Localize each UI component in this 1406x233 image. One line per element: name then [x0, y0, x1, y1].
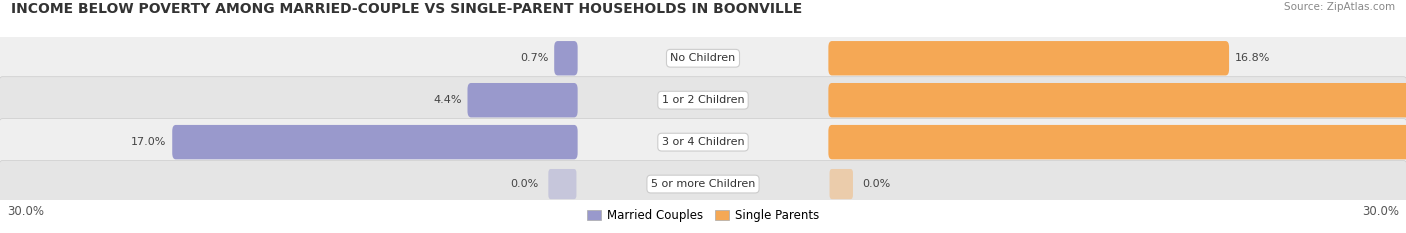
FancyBboxPatch shape	[828, 125, 1406, 159]
FancyBboxPatch shape	[0, 77, 1406, 124]
FancyBboxPatch shape	[0, 161, 1406, 208]
FancyBboxPatch shape	[548, 169, 576, 199]
FancyBboxPatch shape	[0, 119, 1406, 166]
Text: 16.8%: 16.8%	[1234, 53, 1270, 63]
Text: 5 or more Children: 5 or more Children	[651, 179, 755, 189]
Text: No Children: No Children	[671, 53, 735, 63]
Legend: Married Couples, Single Parents: Married Couples, Single Parents	[582, 205, 824, 227]
FancyBboxPatch shape	[830, 169, 853, 199]
Text: INCOME BELOW POVERTY AMONG MARRIED-COUPLE VS SINGLE-PARENT HOUSEHOLDS IN BOONVIL: INCOME BELOW POVERTY AMONG MARRIED-COUPL…	[11, 2, 803, 16]
Text: 17.0%: 17.0%	[131, 137, 166, 147]
FancyBboxPatch shape	[554, 41, 578, 75]
FancyBboxPatch shape	[173, 125, 578, 159]
Text: 30.0%: 30.0%	[1362, 205, 1399, 218]
Text: 1 or 2 Children: 1 or 2 Children	[662, 95, 744, 105]
Text: 30.0%: 30.0%	[7, 205, 44, 218]
FancyBboxPatch shape	[0, 35, 1406, 82]
FancyBboxPatch shape	[467, 83, 578, 117]
FancyBboxPatch shape	[828, 83, 1406, 117]
Text: 0.0%: 0.0%	[862, 179, 890, 189]
Text: 3 or 4 Children: 3 or 4 Children	[662, 137, 744, 147]
FancyBboxPatch shape	[828, 41, 1229, 75]
Text: 4.4%: 4.4%	[433, 95, 461, 105]
Text: Source: ZipAtlas.com: Source: ZipAtlas.com	[1284, 2, 1395, 12]
Text: 0.7%: 0.7%	[520, 53, 548, 63]
Text: 0.0%: 0.0%	[510, 179, 538, 189]
